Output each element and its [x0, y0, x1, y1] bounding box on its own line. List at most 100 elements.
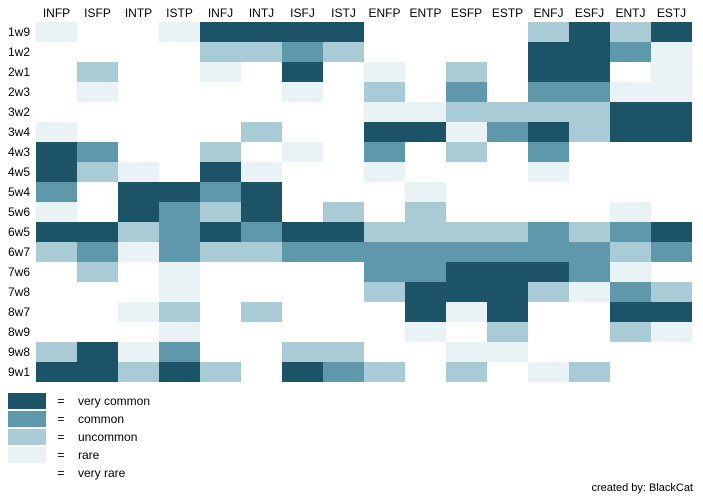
heatmap-cell — [446, 262, 487, 282]
legend-row: = very common — [8, 392, 703, 410]
heatmap-cell — [528, 162, 569, 182]
heatmap-cell — [77, 242, 118, 262]
heatmap-cell — [118, 302, 159, 322]
heatmap-cell — [610, 142, 651, 162]
heatmap-cell — [118, 362, 159, 382]
column-header: ESTJ — [651, 4, 692, 22]
heatmap-cell — [528, 302, 569, 322]
legend-label: very rare — [78, 466, 125, 480]
legend-equals: = — [54, 394, 68, 408]
column-header: ENFP — [364, 4, 405, 22]
legend-row: =common — [8, 410, 703, 428]
legend-row: =very rare — [8, 464, 703, 482]
heatmap-cell — [528, 42, 569, 62]
heatmap-cell — [241, 222, 282, 242]
heatmap-cell — [487, 242, 528, 262]
heatmap-cell — [36, 142, 77, 162]
heatmap-cell — [651, 82, 692, 102]
column-header: INFJ — [200, 4, 241, 22]
heatmap-cell — [36, 82, 77, 102]
heatmap-cell — [487, 342, 528, 362]
heatmap-cell — [651, 42, 692, 62]
heatmap-cell — [159, 282, 200, 302]
heatmap-cell — [323, 282, 364, 302]
heatmap-cell — [241, 362, 282, 382]
heatmap-cell — [36, 182, 77, 202]
legend-swatch — [8, 411, 46, 427]
heatmap-cell — [241, 302, 282, 322]
heatmap-cell — [405, 62, 446, 82]
heatmap-cell — [487, 282, 528, 302]
heatmap-cell — [118, 82, 159, 102]
heatmap-cell — [651, 222, 692, 242]
legend-swatch — [8, 429, 46, 445]
heatmap-cell — [446, 282, 487, 302]
heatmap-cell — [323, 362, 364, 382]
heatmap-cell — [569, 262, 610, 282]
heatmap-cell — [487, 42, 528, 62]
heatmap-cell — [651, 202, 692, 222]
legend-label: very common — [78, 394, 150, 408]
heatmap-cell — [405, 202, 446, 222]
heatmap-cell — [405, 42, 446, 62]
heatmap-cell — [569, 102, 610, 122]
heatmap-cell — [282, 62, 323, 82]
heatmap-cell — [282, 362, 323, 382]
heatmap-cell — [282, 242, 323, 262]
heatmap-cell — [446, 102, 487, 122]
row-label: 2w3 — [0, 82, 36, 102]
heatmap-cell — [36, 162, 77, 182]
heatmap-cell — [323, 42, 364, 62]
heatmap-cell — [159, 202, 200, 222]
heatmap-cell — [651, 322, 692, 342]
column-header: ISFJ — [282, 4, 323, 22]
heatmap-cell — [241, 82, 282, 102]
row-label: 7w8 — [0, 282, 36, 302]
legend-equals: = — [54, 430, 68, 444]
heatmap-cell — [446, 202, 487, 222]
row-label: 5w6 — [0, 202, 36, 222]
row-label: 8w9 — [0, 322, 36, 342]
heatmap-cell — [610, 182, 651, 202]
heatmap-cell — [241, 182, 282, 202]
heatmap-cell — [487, 182, 528, 202]
heatmap-cell — [364, 142, 405, 162]
heatmap-cell — [487, 162, 528, 182]
heatmap-cell — [610, 322, 651, 342]
heatmap-cell — [405, 22, 446, 42]
column-header: ENTJ — [610, 4, 651, 22]
legend-swatch — [8, 393, 46, 409]
heatmap-cell — [159, 82, 200, 102]
heatmap-cell — [364, 62, 405, 82]
heatmap-cell — [323, 182, 364, 202]
heatmap-cell — [569, 242, 610, 262]
heatmap-cell — [118, 262, 159, 282]
heatmap-cell — [405, 122, 446, 142]
heatmap-cell — [323, 342, 364, 362]
heatmap-cell — [364, 362, 405, 382]
row-label: 3w2 — [0, 102, 36, 122]
heatmap-cell — [487, 322, 528, 342]
row-label: 9w8 — [0, 342, 36, 362]
credit-text: created by: BlackCat — [592, 482, 694, 494]
heatmap-cell — [200, 222, 241, 242]
heatmap-cell — [487, 102, 528, 122]
heatmap-cell — [405, 302, 446, 322]
heatmap-cell — [159, 342, 200, 362]
heatmap-cell — [118, 222, 159, 242]
heatmap-cell — [323, 102, 364, 122]
heatmap-cell — [77, 102, 118, 122]
heatmap-cell — [405, 222, 446, 242]
heatmap-cell — [200, 142, 241, 162]
heatmap-cell — [323, 302, 364, 322]
heatmap-cell — [446, 182, 487, 202]
column-header: ISTP — [159, 4, 200, 22]
heatmap-cell — [651, 302, 692, 322]
heatmap-cell — [610, 262, 651, 282]
heatmap-cell — [528, 182, 569, 202]
heatmap-cell — [200, 22, 241, 42]
heatmap-cell — [282, 262, 323, 282]
heatmap-cell — [487, 362, 528, 382]
legend-swatch — [8, 465, 46, 481]
heatmap-cell — [405, 162, 446, 182]
